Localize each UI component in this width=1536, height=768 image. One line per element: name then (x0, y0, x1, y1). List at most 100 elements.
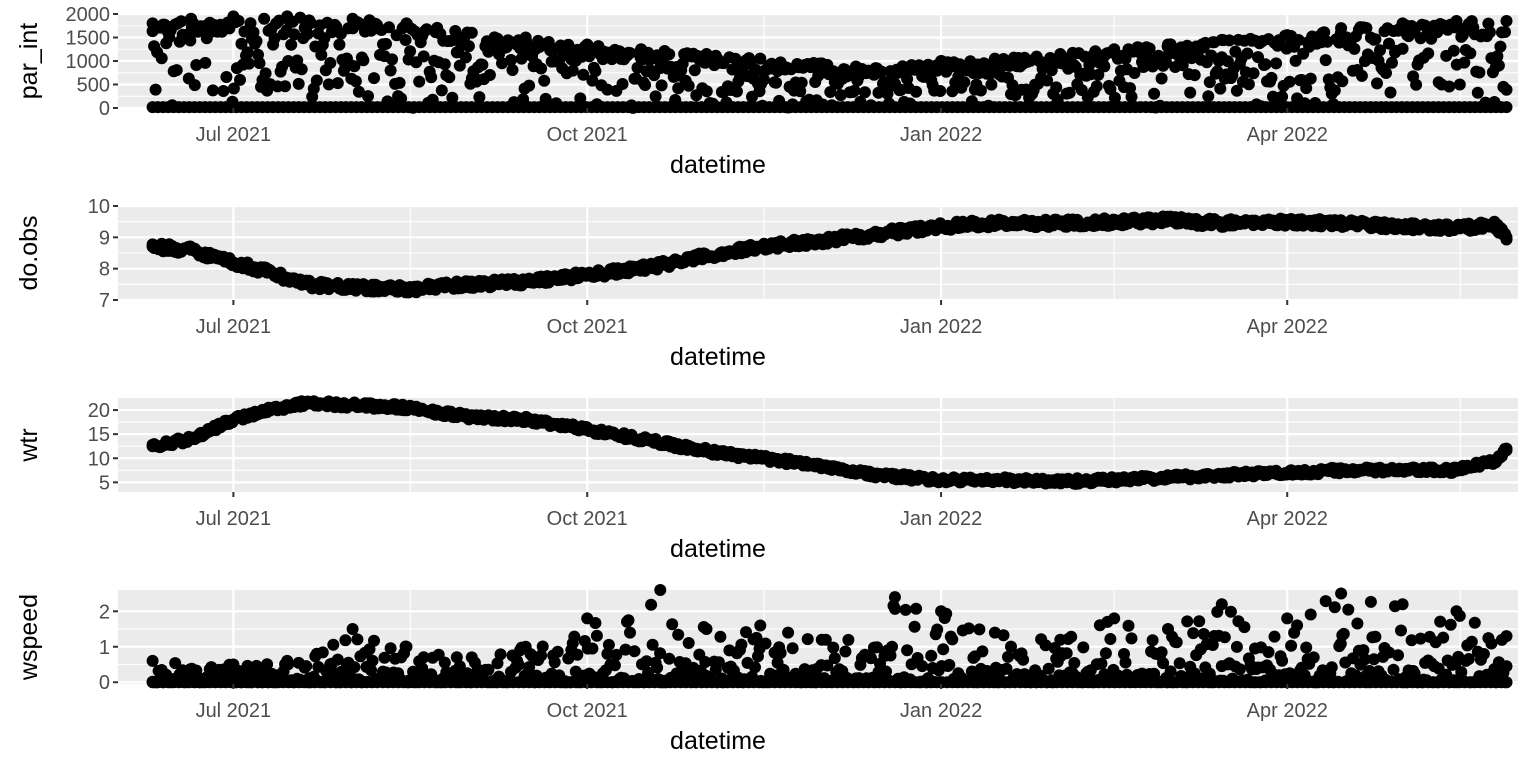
data-point (348, 661, 361, 674)
series-point (281, 10, 294, 23)
series-point (400, 17, 413, 30)
series-point (1488, 218, 1501, 231)
data-point (234, 73, 246, 86)
data-point (1300, 641, 1313, 654)
data-point (858, 86, 871, 99)
data-point (366, 654, 379, 667)
data-point (384, 642, 397, 655)
data-point (476, 58, 489, 71)
series-point (635, 262, 648, 275)
data-point (1453, 78, 1466, 91)
data-point (1351, 617, 1364, 630)
series-point (888, 591, 901, 604)
data-point (333, 38, 346, 51)
data-point (1241, 47, 1254, 60)
data-point (536, 640, 549, 653)
series-point (700, 445, 713, 457)
data-point (901, 73, 914, 85)
data-point (1443, 80, 1456, 93)
data-point (795, 76, 808, 89)
series-point (1162, 38, 1174, 51)
data-point (943, 658, 956, 671)
data-point (931, 623, 944, 636)
data-point (1042, 662, 1055, 675)
data-point (244, 17, 257, 30)
data-point (910, 602, 923, 615)
y-tick-label: 20 (88, 400, 110, 422)
series-point (754, 452, 767, 465)
data-point (568, 630, 581, 643)
data-point (1039, 639, 1052, 652)
data-point (435, 84, 448, 97)
data-point (1193, 615, 1206, 628)
data-point (726, 63, 739, 76)
data-point (1063, 86, 1076, 99)
series-point (635, 433, 648, 445)
series-point (146, 17, 159, 30)
series-point (1335, 464, 1348, 477)
x-tick-label: Jul 2021 (196, 124, 272, 146)
series-point (935, 473, 948, 486)
data-point (1002, 650, 1014, 663)
data-point (506, 64, 519, 76)
series-point (754, 52, 767, 65)
series-point (1108, 612, 1121, 625)
data-point (1006, 79, 1019, 92)
data-point (1473, 66, 1486, 79)
data-point (865, 652, 877, 665)
series-point (465, 411, 478, 424)
data-point (1367, 653, 1380, 666)
data-point (292, 77, 305, 90)
x-axis-title: datetime (670, 151, 766, 179)
data-point (453, 660, 466, 673)
data-point (1247, 67, 1260, 80)
data-point (1355, 69, 1368, 82)
data-point (1197, 628, 1210, 640)
series-point (700, 250, 713, 263)
data-point (750, 64, 763, 77)
data-point (828, 652, 841, 665)
data-point (149, 83, 162, 96)
data-point (774, 647, 787, 659)
data-point (1386, 56, 1398, 69)
data-point (250, 35, 263, 48)
y-axis-title: do.obs (15, 215, 43, 290)
y-tick-label: 10 (88, 196, 110, 218)
y-tick-label: 7 (99, 290, 110, 312)
data-point (357, 54, 370, 67)
data-point (259, 67, 272, 80)
data-point (279, 80, 292, 93)
data-point (577, 68, 590, 81)
data-point (1128, 67, 1141, 79)
series-point (519, 275, 532, 288)
series-point (581, 423, 594, 436)
x-axis-title: datetime (670, 343, 766, 371)
x-tick-label: Jan 2022 (900, 316, 982, 338)
data-point (1285, 639, 1298, 652)
data-point (712, 656, 725, 669)
data-point (834, 89, 847, 102)
data-point (227, 82, 240, 95)
data-point (155, 52, 168, 65)
data-point (324, 57, 337, 69)
data-point (1336, 75, 1349, 88)
data-point (1050, 81, 1063, 94)
data-point (425, 71, 438, 84)
data-point (351, 633, 364, 646)
series-point (1488, 454, 1501, 467)
data-point (1164, 665, 1177, 678)
data-point (1065, 630, 1078, 643)
data-point (1337, 627, 1350, 640)
data-point (655, 79, 668, 92)
data-point (1098, 60, 1111, 73)
data-point (505, 54, 517, 66)
series-point (1450, 15, 1463, 27)
data-point (368, 72, 380, 85)
data-point (1471, 86, 1484, 99)
data-point (378, 651, 391, 664)
data-point (1060, 647, 1073, 660)
data-point (416, 662, 429, 675)
y-tick-label: 0 (99, 672, 110, 694)
series-point (1054, 633, 1067, 646)
data-point (645, 598, 658, 611)
